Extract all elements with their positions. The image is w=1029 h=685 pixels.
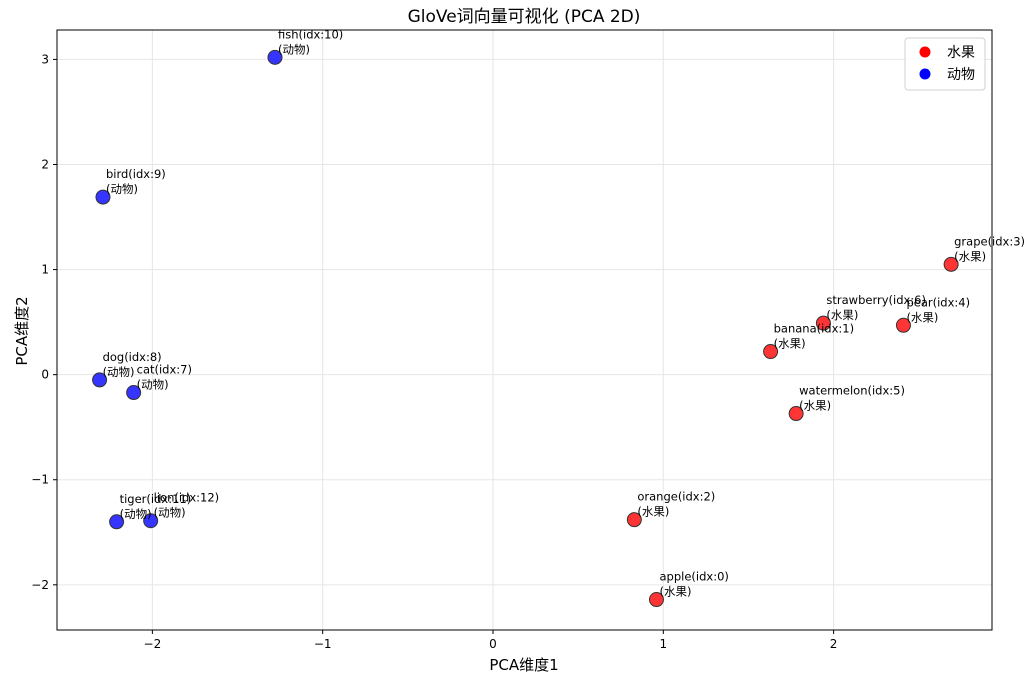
point-category-label: (动物) bbox=[103, 365, 135, 379]
point-category-label: (水果) bbox=[826, 308, 858, 322]
data-point bbox=[648, 592, 664, 608]
point-label: bird(idx:9) bbox=[106, 167, 166, 181]
data-point bbox=[267, 49, 283, 65]
data-point bbox=[626, 512, 642, 528]
point-label: fish(idx:10) bbox=[278, 27, 343, 41]
y-tick-label: 2 bbox=[41, 158, 49, 172]
x-tick-label: −1 bbox=[314, 637, 332, 651]
data-point bbox=[95, 189, 111, 205]
y-tick-label: −2 bbox=[31, 578, 49, 592]
legend-label: 动物 bbox=[947, 67, 975, 83]
y-axis-label: PCA维度2 bbox=[13, 296, 31, 365]
data-point bbox=[763, 344, 779, 360]
point-category-label: (动物) bbox=[154, 506, 186, 520]
point-category-label: (水果) bbox=[906, 310, 938, 324]
y-tick-label: 1 bbox=[41, 263, 49, 277]
point-category-label: (水果) bbox=[637, 505, 669, 519]
point-label: dog(idx:8) bbox=[103, 350, 162, 364]
x-tick-label: −2 bbox=[144, 637, 162, 651]
data-point bbox=[895, 317, 911, 333]
x-axis: −2 −1 0 1 2 bbox=[144, 630, 838, 651]
grid bbox=[57, 30, 992, 630]
point-category-label: (动物) bbox=[137, 378, 169, 392]
point-label: grape(idx:3) bbox=[954, 234, 1025, 248]
point-label: cat(idx:7) bbox=[137, 363, 192, 377]
point-labels: apple(idx:0)(水果)banana(idx:1)(水果)orange(… bbox=[103, 27, 1025, 598]
point-category-label: (动物) bbox=[120, 507, 152, 521]
point-label: banana(idx:1) bbox=[774, 322, 854, 336]
point-category-label: (动物) bbox=[106, 182, 138, 196]
x-tick-label: 0 bbox=[489, 637, 497, 651]
point-label: watermelon(idx:5) bbox=[799, 384, 905, 398]
point-label: pear(idx:4) bbox=[906, 295, 970, 309]
data-point bbox=[788, 406, 804, 422]
x-tick-label: 2 bbox=[830, 637, 838, 651]
y-axis: −2 −1 0 1 2 3 bbox=[31, 52, 57, 592]
legend-marker bbox=[919, 46, 931, 58]
point-label: orange(idx:2) bbox=[637, 490, 715, 504]
data-point bbox=[92, 372, 108, 388]
point-category-label: (水果) bbox=[954, 249, 986, 263]
point-label: lion(idx:12) bbox=[154, 491, 220, 505]
data-points bbox=[92, 49, 959, 608]
chart-title: GloVe词向量可视化 (PCA 2D) bbox=[408, 7, 641, 27]
legend-label: 水果 bbox=[947, 45, 975, 61]
point-category-label: (水果) bbox=[659, 585, 691, 599]
y-tick-label: 3 bbox=[41, 52, 49, 66]
x-axis-label: PCA维度1 bbox=[489, 656, 558, 674]
plot-area-frame bbox=[56, 29, 993, 631]
point-category-label: (动物) bbox=[278, 42, 310, 56]
point-category-label: (水果) bbox=[799, 399, 831, 413]
data-point bbox=[109, 514, 125, 530]
data-point bbox=[815, 315, 831, 331]
data-point bbox=[143, 513, 159, 529]
point-label: apple(idx:0) bbox=[659, 570, 728, 584]
y-tick-label: 0 bbox=[41, 368, 49, 382]
point-label: tiger(idx:11) bbox=[120, 492, 192, 506]
x-tick-label: 1 bbox=[659, 637, 667, 651]
point-category-label: (水果) bbox=[774, 337, 806, 351]
legend-marker bbox=[919, 68, 931, 80]
data-point bbox=[943, 256, 959, 272]
y-tick-label: −1 bbox=[31, 473, 49, 487]
data-point bbox=[126, 385, 142, 401]
point-label: strawberry(idx:6) bbox=[826, 293, 926, 307]
